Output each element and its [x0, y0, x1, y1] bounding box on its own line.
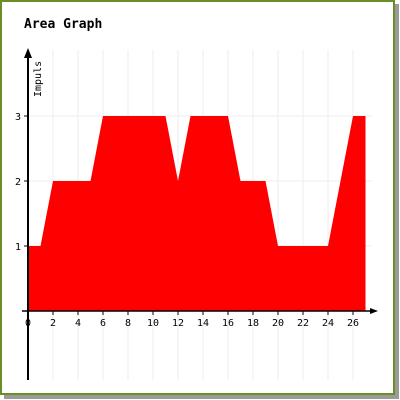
- chart-title: Area Graph: [24, 17, 102, 32]
- x-tick-label: 24: [322, 318, 334, 329]
- area-series: [28, 116, 366, 311]
- y-tick-label: 2: [15, 177, 21, 188]
- x-tick-label: 12: [172, 318, 184, 329]
- x-axis-arrow: [370, 308, 378, 314]
- y-tick-label: 3: [15, 112, 21, 123]
- x-tick-label: 16: [222, 318, 234, 329]
- x-tick-label: 20: [272, 318, 284, 329]
- y-axis-label: Impuls: [33, 61, 44, 97]
- x-tick-label: 26: [347, 318, 359, 329]
- x-tick-label: 6: [100, 318, 106, 329]
- axes: [22, 48, 378, 380]
- x-tick-label: 22: [297, 318, 309, 329]
- y-axis-arrow: [24, 48, 32, 58]
- x-tick-label: 4: [75, 318, 81, 329]
- area-fill: [28, 116, 366, 311]
- x-tick-label: 10: [147, 318, 159, 329]
- x-tick-label: 0: [25, 318, 31, 329]
- x-tick-label: 18: [247, 318, 259, 329]
- x-tick-label: 14: [197, 318, 209, 329]
- y-tick-label: 1: [15, 242, 21, 253]
- x-tick-label: 8: [125, 318, 131, 329]
- x-tick-label: 2: [50, 318, 56, 329]
